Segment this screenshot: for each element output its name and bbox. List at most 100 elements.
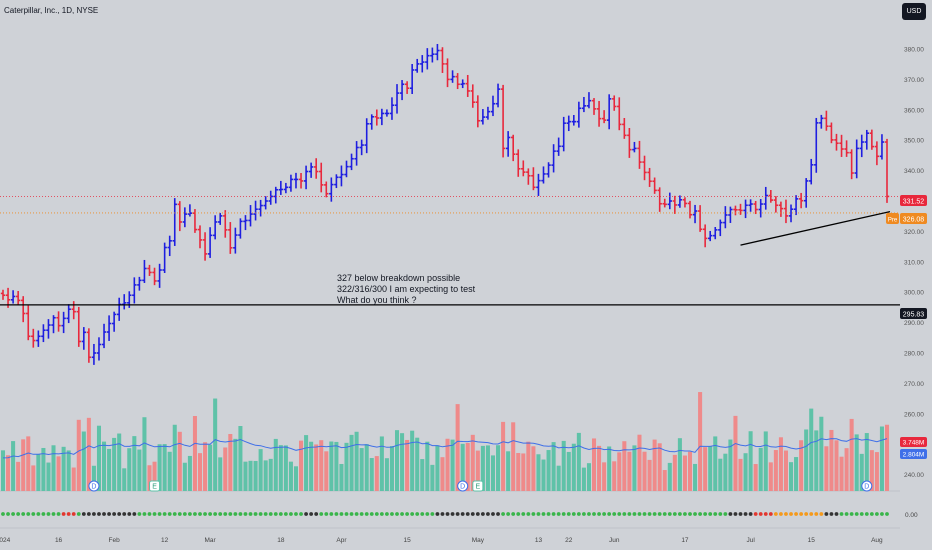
volume-bar [248,460,253,491]
indicator-dot [283,512,288,516]
volume-bar [117,433,122,491]
indicator-dot [233,512,238,516]
indicator-dot [354,512,359,516]
price-bar [531,167,536,191]
indicator-dot [501,512,505,516]
volume-bar [799,440,804,491]
price-bar [884,138,890,203]
price-bar [505,131,511,157]
volume-bar [758,447,763,491]
volume-bar [344,442,349,491]
indicator-dot [92,512,96,516]
price-bar [303,165,309,190]
volume-bar [273,438,278,491]
price-bar [591,98,597,115]
volume-bar [864,433,869,491]
indicator-dot [319,512,324,516]
volume-bar [182,462,187,491]
price-bar [218,212,223,225]
indicator-dot [273,512,278,516]
volume-bar [213,398,218,491]
price-bar [435,43,440,61]
price-bar [864,129,869,150]
indicator-dot [329,512,334,516]
price-bar [399,80,405,101]
indicator-dot [172,512,177,516]
pre-market-badge: Pre 326.08 [886,213,927,224]
price-bar [576,101,582,128]
indicator-dot [294,512,298,516]
indicator-dot [76,512,81,516]
price-bar [677,195,683,208]
price-bar [824,110,829,131]
price-tick-label: 370.00 [904,77,924,84]
indicator-dot [263,512,268,516]
time-tick-label: 15 [403,537,411,544]
volume-bar [566,451,571,491]
volume-bar [339,463,344,491]
price-bar [622,117,627,139]
indicator-dot [627,512,632,516]
volume-bar [132,436,137,491]
volume-bar [127,448,132,491]
price-bar [526,168,531,185]
volume-bar [501,421,506,491]
svg-text:331.52: 331.52 [903,198,925,205]
volume-bar [324,451,329,491]
volume-bar [218,457,223,491]
price-bar [21,296,26,323]
volume-bar [768,462,773,491]
price-bar [793,195,799,216]
indicator-dot [344,512,349,516]
indicator-dot [364,512,369,516]
indicator-dot [86,512,91,516]
price-bar [273,186,278,204]
indicator-dot [814,512,819,516]
price-bar [561,116,566,152]
volume-bar [602,462,607,491]
indicator-dot [41,512,46,516]
indicator-dot [874,512,879,516]
svg-text:2.804M: 2.804M [903,452,925,459]
indicator-dot [758,512,763,516]
time-tick-label: Aug [871,537,883,544]
indicator-dot [349,512,354,516]
indicator-dot [46,512,51,516]
indicator-dot [258,512,263,516]
price-bar [36,330,41,347]
price-bar [839,134,844,157]
currency-button[interactable]: USD [902,3,926,20]
price-bar [283,182,289,194]
price-bar [425,48,430,70]
volume-bar [11,441,16,491]
indicator-dot [491,512,495,516]
price-bar [369,114,374,130]
indicator-dot [6,512,10,516]
volume-bar [728,439,733,491]
indicator-dot [864,512,869,516]
indicator-dot [152,512,157,516]
volume-bar [531,446,536,491]
price-bar [753,200,758,215]
price-bar [142,259,147,283]
indicator-dot [561,512,566,516]
indicator-dot [723,512,728,516]
volume-bar [546,450,551,491]
indicator-dot [688,512,692,516]
price-bar [738,203,743,215]
indicator-dot [703,512,708,516]
volume-bar [223,447,228,491]
time-axis: 2024 16 Feb 12 Mar 18 Apr 15 May 13 22 Jun 17 Jul 15 Au… [0,537,883,544]
indicator-dot [844,512,849,516]
volume-bar [400,433,405,491]
indicator-dot [713,512,718,516]
indicator-dot [799,512,804,516]
indicator-dot [642,512,647,516]
volume-bar [586,463,591,491]
price-bar [26,305,31,341]
volume-bar [647,459,652,491]
price-bar [212,215,218,240]
indicator-dot [839,512,844,516]
volume-bar [162,444,167,491]
